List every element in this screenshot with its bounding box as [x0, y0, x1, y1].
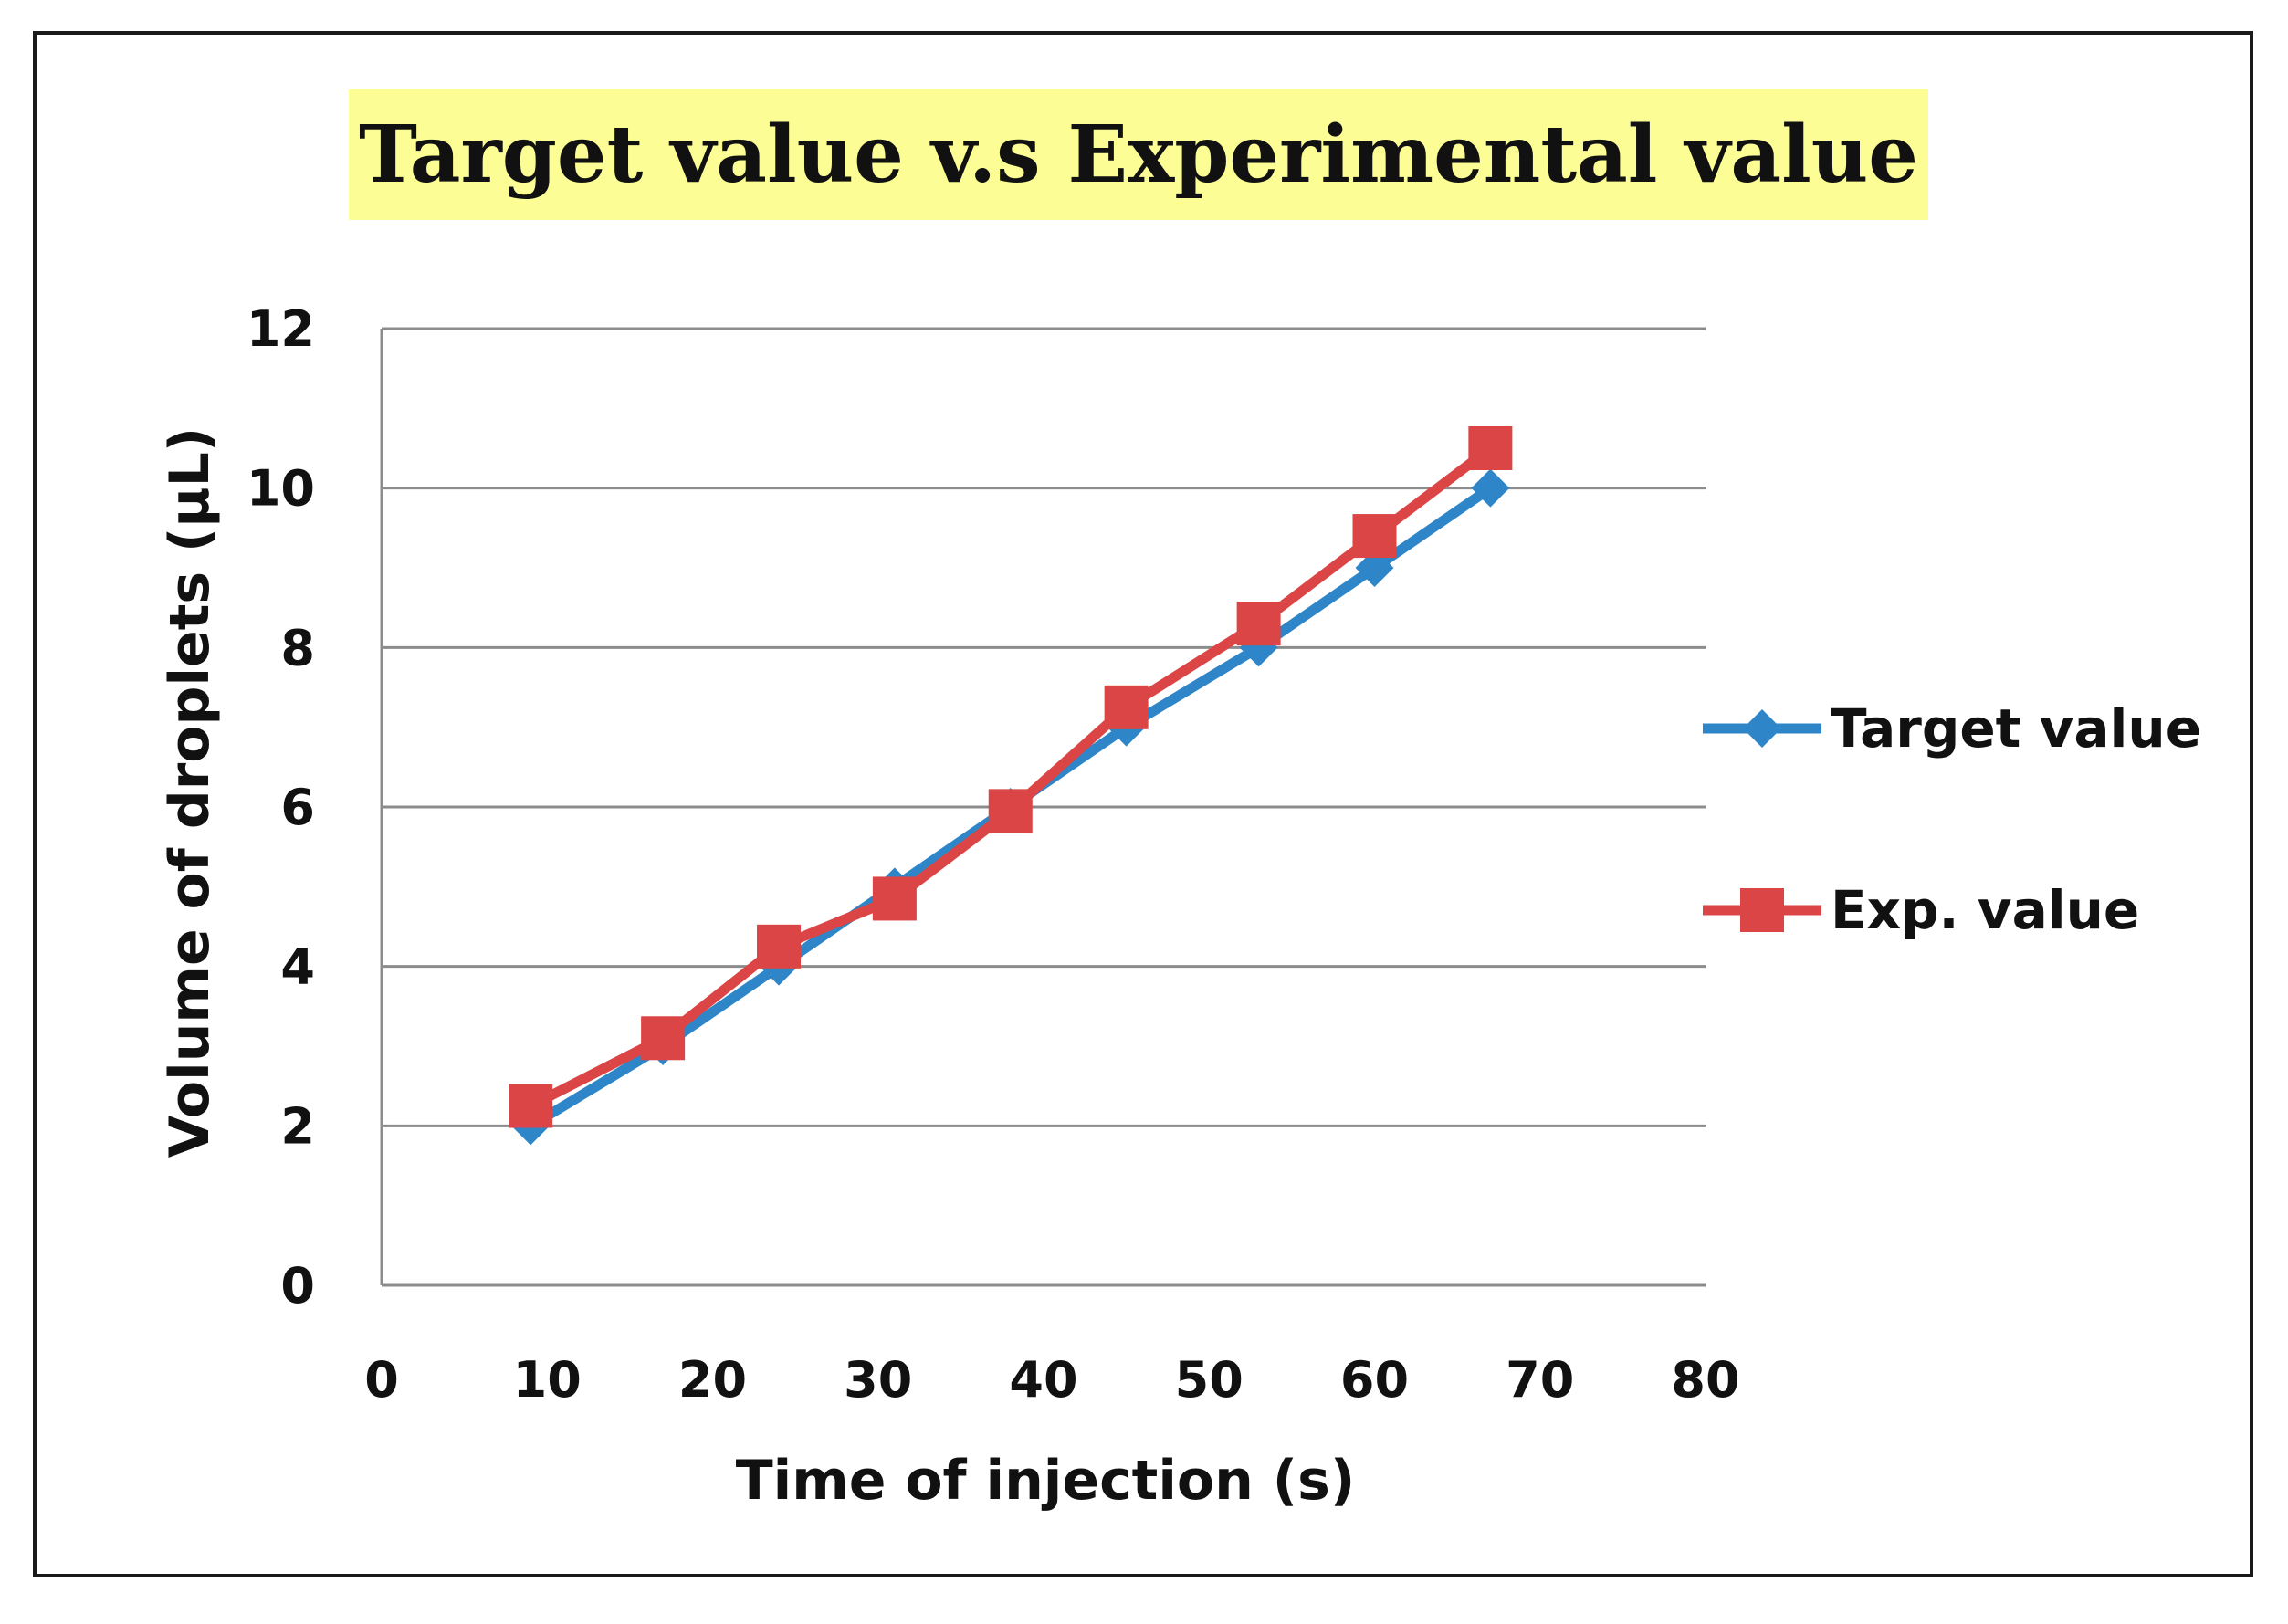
y-tick-label-8: 8 [280, 619, 315, 676]
data-point-exp-value-7 [1352, 514, 1397, 559]
y-tick-label-0: 0 [280, 1257, 315, 1315]
x-tick-label-50: 50 [1175, 1351, 1244, 1409]
chart-title-box: Target value v.s Experimental value [349, 89, 1928, 220]
data-point-exp-value-6 [1236, 602, 1281, 646]
legend-label-exp-value: Exp. value [1831, 879, 2139, 941]
x-tick-label-30: 30 [844, 1351, 912, 1409]
legend-entry-exp-value: Exp. value [1703, 879, 2139, 941]
data-point-exp-value-5 [1104, 685, 1149, 729]
data-point-target-value-8 [1471, 468, 1510, 508]
x-tick-label-0: 0 [364, 1351, 399, 1409]
legend: Target value Exp. value [1703, 697, 2201, 941]
x-tick-labels: 0 10 20 30 40 50 60 70 80 [364, 1351, 1739, 1409]
gridlines [382, 327, 1706, 1127]
y-axis-title: Volume of droplets (µL) [158, 427, 222, 1158]
series-line-exp-value [528, 444, 1494, 1111]
x-axis-title: Time of injection (s) [736, 1449, 1356, 1513]
legend-marker-exp-value [1740, 888, 1784, 932]
data-point-exp-value-8 [1468, 426, 1513, 470]
legend-entry-target-value: Target value [1703, 697, 2201, 760]
x-tick-label-70: 70 [1506, 1351, 1574, 1409]
y-tick-label-12: 12 [247, 300, 315, 358]
y-tick-label-2: 2 [280, 1097, 315, 1155]
y-tick-label-6: 6 [280, 779, 315, 836]
legend-marker-target-value [1743, 709, 1781, 748]
series-group [509, 426, 1513, 1146]
x-tick-label-40: 40 [1009, 1351, 1077, 1409]
x-tick-label-10: 10 [513, 1351, 582, 1409]
data-point-exp-value-1 [641, 1016, 686, 1061]
x-tick-label-60: 60 [1340, 1351, 1409, 1409]
y-tick-labels: 0 2 4 6 8 10 12 [247, 300, 315, 1315]
data-point-exp-value-2 [757, 924, 801, 969]
series-exp-value [509, 426, 1513, 1128]
y-tick-label-10: 10 [247, 460, 315, 518]
data-point-exp-value-3 [872, 876, 917, 921]
data-point-target-value-7 [1355, 549, 1394, 587]
data-point-exp-value-4 [988, 789, 1033, 833]
chart-title: Target value v.s Experimental value [358, 109, 1919, 201]
data-point-exp-value-0 [509, 1084, 553, 1128]
x-tick-label-80: 80 [1671, 1351, 1739, 1409]
legend-label-target-value: Target value [1831, 697, 2201, 760]
x-tick-label-20: 20 [678, 1351, 747, 1409]
y-tick-label-4: 4 [280, 938, 315, 996]
chart-frame [33, 31, 2253, 1577]
axes [380, 329, 1706, 1287]
